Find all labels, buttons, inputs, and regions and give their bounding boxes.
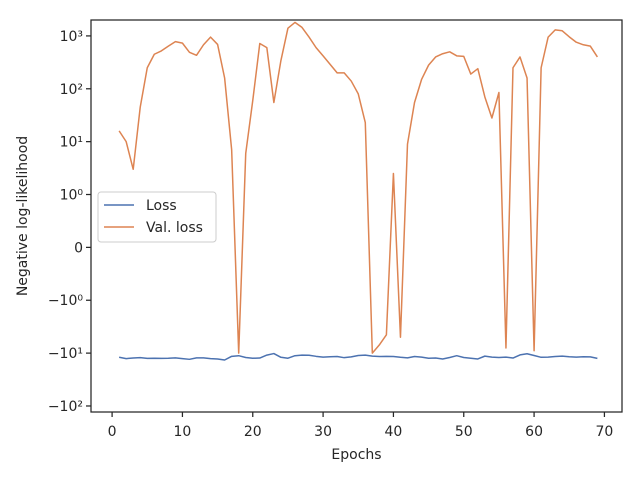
x-tick-label: 50 <box>455 424 473 440</box>
y-tick-label: 10⁰ <box>60 188 84 204</box>
y-tick-label: 10¹ <box>60 135 83 151</box>
series-lines <box>118 21 599 361</box>
y-tick-label: −10² <box>48 399 83 415</box>
x-tick-label: 40 <box>385 424 403 440</box>
plot-frame <box>90 19 623 413</box>
y-axis-label: Negative log-likelihood <box>15 136 31 296</box>
y-tick-label: −10¹ <box>48 346 83 362</box>
x-tick-label: 70 <box>596 424 614 440</box>
x-tick-label: 20 <box>244 424 262 440</box>
x-tick-label: 60 <box>525 424 543 440</box>
legend-label-loss: Loss <box>146 198 177 214</box>
x-tick-label: 10 <box>174 424 192 440</box>
y-tick-label: −10⁰ <box>48 293 84 309</box>
series-line-val-loss <box>118 21 599 354</box>
y-tick-label: 10³ <box>60 29 83 45</box>
x-axis-label: Epochs <box>331 447 381 463</box>
series-line-loss <box>118 352 598 361</box>
x-tick-label: 0 <box>108 424 117 440</box>
x-tick-label: 30 <box>314 424 332 440</box>
legend: Loss Val. loss <box>97 191 217 243</box>
y-tick-label: 10² <box>60 82 83 98</box>
x-axis-ticks: 0 10 20 30 40 50 60 70 <box>108 412 614 440</box>
y-tick-label: 0 <box>74 240 83 256</box>
y-axis-ticks: 10³ 10² 10¹ 10⁰ 0 −10⁰ −10¹ −10² <box>48 29 91 415</box>
legend-label-val-loss: Val. loss <box>146 220 203 236</box>
